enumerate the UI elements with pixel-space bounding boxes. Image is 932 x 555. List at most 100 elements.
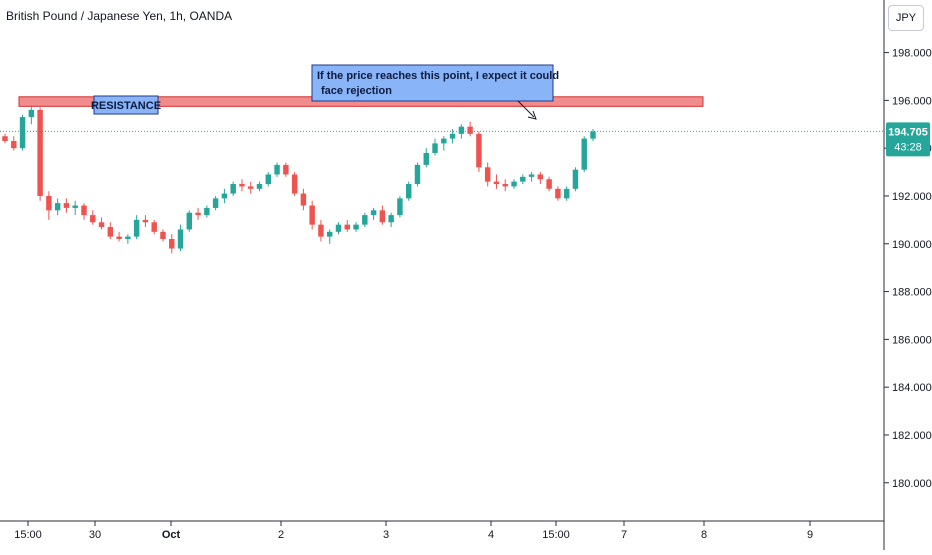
candle-body xyxy=(414,164,421,185)
y-tick-label: 188.000 xyxy=(892,287,932,299)
x-tick-label: 15:00 xyxy=(542,529,570,541)
candle-body xyxy=(221,193,228,199)
candle-body xyxy=(528,174,535,177)
currency-button[interactable]: JPY xyxy=(888,5,924,31)
candle-body xyxy=(133,219,140,237)
candle-body xyxy=(125,236,131,239)
candle-body xyxy=(37,109,43,196)
price-label-countdown: 43:28 xyxy=(894,141,922,153)
candle-body xyxy=(326,231,333,237)
candle-body xyxy=(484,167,491,182)
x-tick-label: 8 xyxy=(701,529,707,541)
callout-box xyxy=(311,64,554,102)
candle-body xyxy=(186,212,193,230)
candle-body xyxy=(590,131,596,139)
candle-body xyxy=(572,169,579,189)
candle-body xyxy=(449,133,456,139)
candle-body xyxy=(318,224,324,237)
candle-body xyxy=(546,179,552,189)
resistance-label: RESISTANCE xyxy=(91,100,161,112)
callout-arrow-line xyxy=(517,100,535,118)
callout-line-2: face rejection xyxy=(321,85,392,97)
candle-body xyxy=(291,174,298,194)
x-tick-label: 9 xyxy=(807,529,813,541)
candle-body xyxy=(81,205,87,216)
candle-body xyxy=(581,138,587,170)
candle-body xyxy=(362,215,368,225)
candle-body xyxy=(195,212,201,216)
candle-body xyxy=(467,126,473,134)
candle-body xyxy=(63,203,70,208)
candle-body xyxy=(212,198,219,208)
candle-body xyxy=(11,141,17,149)
candle-layer xyxy=(2,105,596,254)
candle-body xyxy=(265,174,272,185)
candle-body xyxy=(563,188,570,199)
candle-body xyxy=(274,164,280,175)
y-tick-label: 186.000 xyxy=(892,334,932,346)
candle-body xyxy=(28,109,35,118)
candle-body xyxy=(169,238,175,249)
candle-body xyxy=(107,227,114,237)
x-tick-label: 15:00 xyxy=(14,529,42,541)
y-tick-label: 190.000 xyxy=(892,239,932,251)
y-tick-label: 180.000 xyxy=(892,478,932,490)
candle-body xyxy=(300,193,307,206)
x-tick-label: 2 xyxy=(278,529,284,541)
candle-body xyxy=(458,126,465,134)
y-tick-label: 192.000 xyxy=(892,191,932,203)
x-tick-label: 30 xyxy=(89,529,101,541)
candle-body xyxy=(248,186,254,189)
candle-body xyxy=(555,188,561,199)
candle-body xyxy=(379,210,386,223)
candle-body xyxy=(177,229,184,249)
candle-body xyxy=(537,174,544,180)
candle-body xyxy=(239,184,245,187)
x-tick-label: 4 xyxy=(488,529,494,541)
candle-body xyxy=(476,133,482,168)
candle-body xyxy=(54,203,61,211)
candle-body xyxy=(388,215,394,223)
chart-title: British Pound / Japanese Yen, 1h, OANDA xyxy=(6,9,233,23)
candle-body xyxy=(19,117,26,149)
candle-body xyxy=(98,222,105,228)
x-tick-label: 3 xyxy=(383,529,389,541)
callout-arrow-head xyxy=(527,110,537,120)
y-tick-label: 184.000 xyxy=(892,382,932,394)
candle-body xyxy=(405,184,412,199)
candle-body xyxy=(309,205,315,225)
candle-body xyxy=(520,176,526,182)
candle-body xyxy=(423,152,429,165)
candle-body xyxy=(335,224,342,232)
candle-body xyxy=(432,143,438,153)
candle-body xyxy=(493,181,500,185)
price-label-value: 194.705 xyxy=(888,126,928,138)
y-tick-label: 198.000 xyxy=(892,48,932,60)
candle-body xyxy=(344,224,350,230)
candle-body xyxy=(370,210,377,216)
candle-body xyxy=(204,207,210,216)
x-tick-label: Oct xyxy=(162,529,181,541)
y-tick-label: 196.000 xyxy=(892,95,932,107)
annotation-layer: RESISTANCE If the price reaches this poin… xyxy=(91,64,559,120)
resistance-label-box xyxy=(93,95,159,115)
candle-body xyxy=(283,164,289,175)
candle-body xyxy=(502,184,508,187)
x-tick-label: 7 xyxy=(621,529,627,541)
candle-body xyxy=(160,231,166,239)
price-label-box xyxy=(886,122,930,157)
candle-body xyxy=(230,184,236,194)
candle-body xyxy=(116,236,122,239)
candle-body xyxy=(256,184,263,189)
candle-body xyxy=(511,181,517,187)
y-tick-label: 182.000 xyxy=(892,430,932,442)
candle-body xyxy=(353,224,359,230)
candle-body xyxy=(90,215,96,223)
candle-body xyxy=(72,205,78,208)
candle-body xyxy=(46,195,52,211)
callout-line-1: If the price reaches this point, I expec… xyxy=(317,70,559,82)
candle-body xyxy=(151,222,157,232)
